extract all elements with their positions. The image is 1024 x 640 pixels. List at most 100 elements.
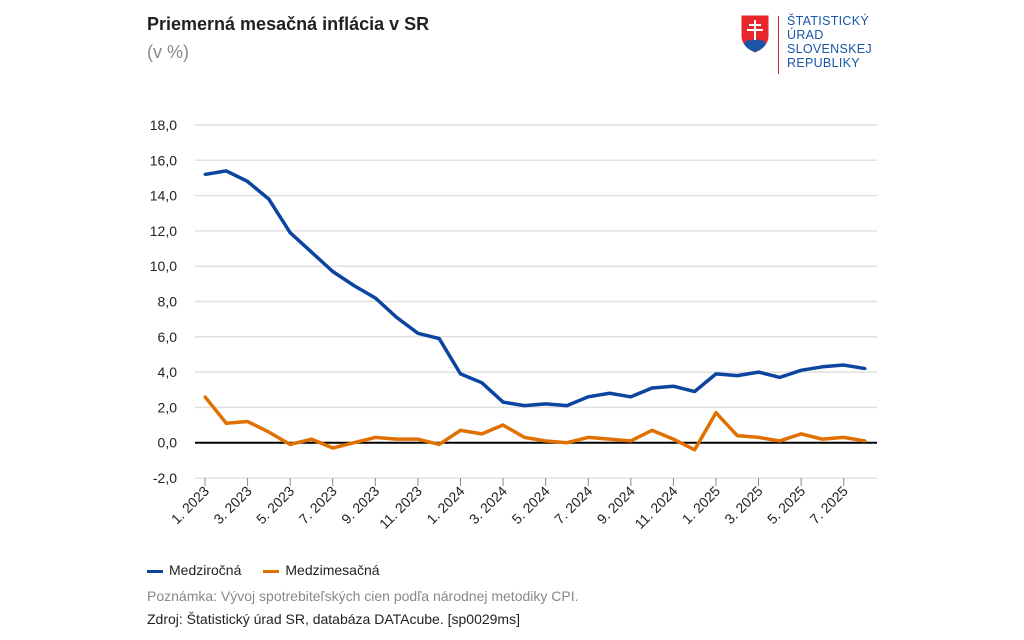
- data-point: [735, 434, 739, 438]
- data-point: [799, 432, 803, 436]
- legend: Medziročná Medzimesačná: [147, 562, 380, 578]
- logo-line: ÚRAD: [787, 28, 824, 42]
- data-point: [395, 437, 399, 441]
- chart-title: Priemerná mesačná inflácia v SR: [147, 14, 430, 34]
- data-point: [267, 197, 271, 201]
- data-point: [778, 375, 782, 379]
- x-tick-label: 1. 2023: [168, 483, 212, 527]
- data-point: [267, 430, 271, 434]
- x-tick-label: 7. 2024: [551, 483, 595, 527]
- data-point: [778, 439, 782, 443]
- data-point: [757, 370, 761, 374]
- legend-label: Medzimesačná: [285, 562, 380, 578]
- data-point: [629, 395, 633, 399]
- y-tick-label: 16,0: [150, 152, 177, 168]
- data-point: [650, 386, 654, 390]
- data-point: [608, 437, 612, 441]
- data-point: [544, 439, 548, 443]
- data-point: [693, 448, 697, 452]
- y-tick-label: 8,0: [158, 294, 178, 310]
- source-note: Zdroj: Štatistický úrad SR, databáza DAT…: [147, 611, 520, 627]
- legend-item-medzimesacna[interactable]: Medzimesačná: [263, 562, 380, 578]
- data-point: [842, 363, 846, 367]
- data-point: [203, 395, 207, 399]
- x-tick-label: 3. 2024: [466, 483, 510, 527]
- data-point: [671, 437, 675, 441]
- logo-line: SLOVENSKEJ: [787, 42, 872, 56]
- data-point: [501, 400, 505, 404]
- legend-item-medzirocna[interactable]: Medziročná: [147, 562, 241, 578]
- y-tick-label: 12,0: [150, 223, 177, 239]
- data-point: [373, 296, 377, 300]
- x-tick-label: 7. 2025: [806, 483, 850, 527]
- data-point: [693, 390, 697, 394]
- data-point: [331, 446, 335, 450]
- data-point: [480, 381, 484, 385]
- data-point: [863, 367, 867, 371]
- data-point: [820, 437, 824, 441]
- data-point: [565, 404, 569, 408]
- chart-subtitle: (v %): [147, 42, 189, 62]
- y-tick-label: -2,0: [153, 470, 177, 486]
- data-point: [501, 423, 505, 427]
- data-point: [842, 435, 846, 439]
- data-point: [416, 437, 420, 441]
- data-point: [246, 420, 250, 424]
- x-tick-label: 1. 2024: [423, 483, 467, 527]
- data-point: [586, 435, 590, 439]
- data-point: [224, 421, 228, 425]
- y-tick-label: 0,0: [158, 435, 178, 451]
- data-point: [224, 169, 228, 173]
- coat-of-arms-icon: [740, 14, 770, 54]
- data-point: [650, 428, 654, 432]
- data-point: [395, 315, 399, 319]
- x-tick-label: 5. 2023: [253, 483, 297, 527]
- data-point: [522, 404, 526, 408]
- data-point: [735, 374, 739, 378]
- x-tick-label: 5. 2024: [508, 483, 552, 527]
- line-chart: -2,0 0,0 2,0 4,0 6,0 8,0 10,0 12,0 14,0 16,0 18,0 1…: [150, 117, 877, 532]
- data-point: [416, 331, 420, 335]
- series-line-medzirocna: [204, 169, 866, 408]
- data-point: [671, 384, 675, 388]
- logo-line: REPUBLIKY: [787, 56, 860, 70]
- data-point: [458, 428, 462, 432]
- data-point: [246, 179, 250, 183]
- x-tick-label: 11. 2024: [631, 483, 680, 532]
- data-point: [820, 365, 824, 369]
- data-point: [288, 231, 292, 235]
- data-point: [714, 372, 718, 376]
- data-point: [288, 442, 292, 446]
- data-point: [799, 368, 803, 372]
- logo-line: ŠTATISTICKÝ: [787, 14, 870, 28]
- x-tick-label: 3. 2025: [721, 483, 765, 527]
- data-point: [437, 337, 441, 341]
- data-point: [565, 441, 569, 445]
- x-tick-label: 3. 2023: [210, 483, 254, 527]
- data-point: [373, 435, 377, 439]
- y-tick-label: 6,0: [158, 329, 178, 345]
- data-point: [544, 402, 548, 406]
- data-point: [203, 172, 207, 176]
- data-point: [480, 432, 484, 436]
- data-point: [629, 439, 633, 443]
- data-point: [586, 395, 590, 399]
- x-tick-label: 11. 2023: [376, 483, 425, 532]
- y-tick-label: 2,0: [158, 399, 178, 415]
- data-point: [437, 442, 441, 446]
- x-tick-label: 1. 2025: [679, 483, 723, 527]
- data-point: [331, 269, 335, 273]
- x-tick-label: 7. 2023: [296, 483, 340, 527]
- data-point: [714, 411, 718, 415]
- data-point: [522, 435, 526, 439]
- data-point: [352, 441, 356, 445]
- data-point: [757, 435, 761, 439]
- y-tick-label: 4,0: [158, 364, 178, 380]
- data-point: [863, 439, 867, 443]
- y-tick-label: 10,0: [150, 258, 177, 274]
- x-tick-label: 5. 2025: [764, 483, 808, 527]
- y-tick-label: 14,0: [150, 188, 177, 204]
- data-point: [309, 250, 313, 254]
- legend-label: Medziročná: [169, 562, 242, 578]
- data-point: [309, 437, 313, 441]
